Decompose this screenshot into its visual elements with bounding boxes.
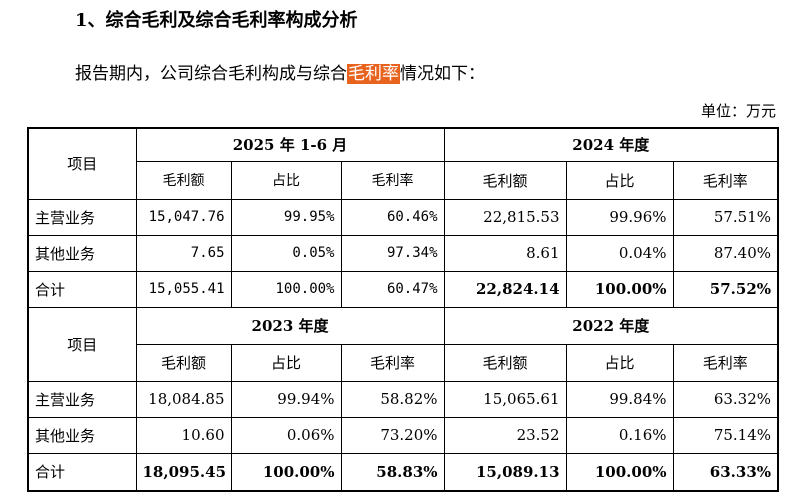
cell: 97.34% bbox=[340, 234, 445, 272]
unit: 单位：万元 bbox=[700, 102, 776, 120]
data-row: 其他业务 7.65 0.05% 97.34% 8.61 0.04% 87.40% bbox=[27, 234, 779, 272]
table: 项目 2025 年 1-6 月 2024 年度 毛利额 占比 毛利率 毛利额 占比 毛利率 主营业… bbox=[27, 127, 780, 492]
column-header: 毛利率 bbox=[672, 343, 779, 382]
column-header: 占比 bbox=[565, 160, 674, 200]
cell: 100.00% bbox=[230, 452, 342, 492]
cell: 73.20% bbox=[340, 416, 445, 454]
subheader-row: 毛利额 占比 毛利率 毛利额 占比 毛利率 bbox=[28, 343, 779, 382]
cell: 0.05% bbox=[230, 234, 342, 272]
highlight: 毛利率 bbox=[347, 64, 400, 84]
cell: 0.06% bbox=[230, 416, 342, 454]
cell: 22,815.53 bbox=[443, 198, 567, 236]
cell: 58.82% bbox=[340, 380, 445, 418]
cell: 15,055.41 bbox=[135, 270, 232, 308]
cell: 63.32% bbox=[672, 380, 779, 418]
period-header: 2023 年度 bbox=[135, 306, 445, 345]
row-label: 其他业务 bbox=[27, 416, 137, 454]
column-header: 毛利额 bbox=[135, 160, 232, 200]
row-label: 合计 bbox=[27, 270, 137, 308]
row-label: 合计 bbox=[27, 452, 137, 492]
cell: 100.00% bbox=[565, 452, 674, 492]
period-header: 2025 年 1-6 月 bbox=[135, 127, 445, 162]
cell: 99.95% bbox=[230, 198, 342, 236]
cell: 58.83% bbox=[340, 452, 445, 492]
text: 报告期内，公司综合毛利构成与综合 bbox=[75, 64, 347, 84]
subheader-row: 毛利额 占比 毛利率 毛利额 占比 毛利率 bbox=[28, 160, 779, 200]
cell: 100.00% bbox=[565, 270, 674, 308]
data-row: 主营业务 18,084.85 99.94% 58.82% 15,065.61 99.84%… bbox=[27, 380, 779, 418]
cell: 15,089.13 bbox=[443, 452, 567, 492]
cell: 8.61 bbox=[443, 234, 567, 272]
cell: 15,047.76 bbox=[135, 198, 232, 236]
column-header: 毛利额 bbox=[135, 343, 232, 382]
cell: 57.51% bbox=[672, 198, 779, 236]
cell: 99.96% bbox=[565, 198, 674, 236]
cell: 10.60 bbox=[135, 416, 232, 454]
cell: 60.47% bbox=[340, 270, 445, 308]
column-header: 占比 bbox=[565, 343, 674, 382]
data-row: 合计 18,095.45 100.00% 58.83% 15,089.13 100.00%… bbox=[27, 452, 779, 492]
header-row: 项目 2023 年度 2022 年度 bbox=[27, 306, 779, 382]
cell: 99.94% bbox=[230, 380, 342, 418]
row-header: 项目 bbox=[27, 306, 137, 382]
cell: 60.46% bbox=[340, 198, 445, 236]
cell: 87.40% bbox=[672, 234, 779, 272]
column-header: 毛利额 bbox=[443, 160, 567, 200]
paragraph: 报告期内，公司综合毛利构成与综合毛利率情况如下： bbox=[75, 59, 485, 84]
cell: 22,824.14 bbox=[443, 270, 567, 308]
cell: 18,084.85 bbox=[135, 380, 232, 418]
data-row: 主营业务 15,047.76 99.95% 60.46% 22,815.53 99.96%… bbox=[27, 198, 779, 236]
cell: 57.52% bbox=[672, 270, 779, 308]
row-label: 主营业务 bbox=[27, 198, 137, 236]
column-header: 毛利额 bbox=[443, 343, 567, 382]
data-row: 其他业务 10.60 0.06% 73.20% 23.52 0.16% 75.14% bbox=[27, 416, 779, 454]
column-header: 占比 bbox=[230, 343, 342, 382]
cell: 100.00% bbox=[230, 270, 342, 308]
data-row: 合计 15,055.41 100.00% 60.47% 22,824.14 100.00%… bbox=[27, 270, 779, 308]
cell: 63.33% bbox=[672, 452, 779, 492]
cell: 0.16% bbox=[565, 416, 674, 454]
text: 情况如下： bbox=[400, 64, 485, 84]
row-label: 主营业务 bbox=[27, 380, 137, 418]
heading: 1、综合毛利及综合毛利率构成分析 bbox=[75, 10, 358, 31]
header-row: 项目 2025 年 1-6 月 2024 年度 bbox=[27, 127, 779, 200]
row-header: 项目 bbox=[27, 127, 137, 200]
cell: 75.14% bbox=[672, 416, 779, 454]
cell: 15,065.61 bbox=[443, 380, 567, 418]
cell: 18,095.45 bbox=[135, 452, 232, 492]
column-header: 占比 bbox=[230, 160, 342, 200]
row-label: 其他业务 bbox=[27, 234, 137, 272]
period-header: 2022 年度 bbox=[443, 306, 779, 345]
period-header: 2024 年度 bbox=[443, 127, 779, 162]
cell: 7.65 bbox=[135, 234, 232, 272]
column-header: 毛利率 bbox=[340, 343, 445, 382]
cell: 99.84% bbox=[565, 380, 674, 418]
cell: 0.04% bbox=[565, 234, 674, 272]
cell: 23.52 bbox=[443, 416, 567, 454]
column-header: 毛利率 bbox=[672, 160, 779, 200]
column-header: 毛利率 bbox=[340, 160, 445, 200]
